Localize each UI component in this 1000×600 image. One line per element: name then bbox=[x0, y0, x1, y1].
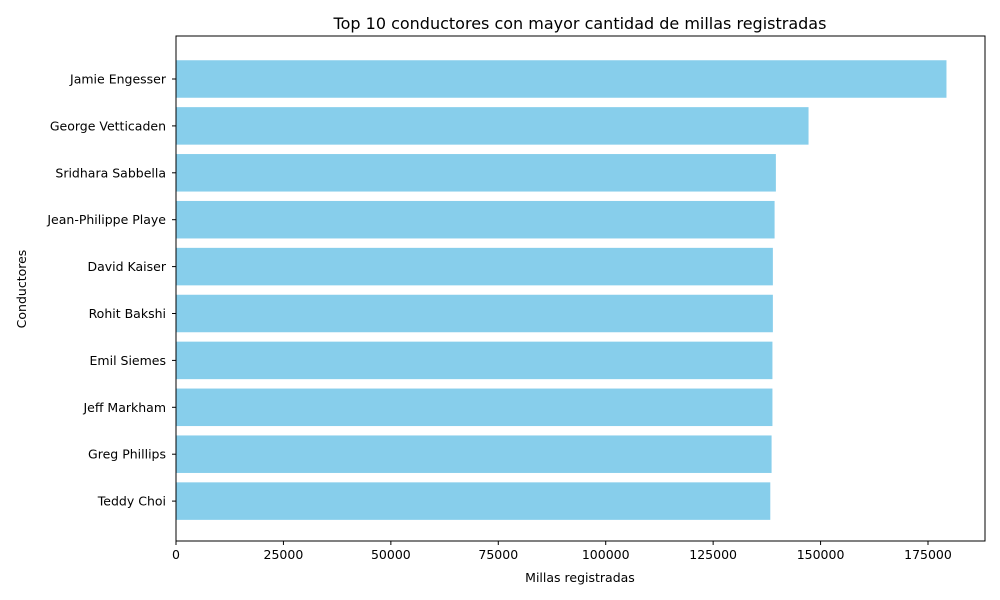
y-tick-label-teddy-choi: Teddy Choi bbox=[97, 494, 166, 509]
y-tick-label-jamie-engesser: Jamie Engesser bbox=[69, 72, 167, 87]
x-tick-label-50000: 50000 bbox=[371, 547, 411, 562]
bar-emil-siemes bbox=[176, 341, 773, 380]
y-tick-label-greg-phillips: Greg Phillips bbox=[88, 447, 166, 462]
plot-area-frame bbox=[175, 35, 986, 542]
y-tick-label-jeff-markham: Jeff Markham bbox=[82, 400, 166, 415]
bar-david-kaiser bbox=[176, 247, 773, 286]
y-tick-label-rohit-bakshi: Rohit Bakshi bbox=[89, 306, 166, 321]
y-tick-label-david-kaiser: David Kaiser bbox=[87, 259, 166, 274]
bar-jeff-markham bbox=[176, 388, 773, 427]
x-axis-label: Millas registradas bbox=[525, 570, 635, 585]
x-tick-label-25000: 25000 bbox=[264, 547, 304, 562]
bar-rohit-bakshi bbox=[176, 294, 773, 333]
y-axis-label: Conductores bbox=[14, 250, 29, 329]
y-tick-label-george-vetticaden: George Vetticaden bbox=[50, 118, 166, 133]
y-ticks-group: Jamie Engesser George Vetticaden Sridhara … bbox=[46, 72, 176, 509]
x-ticks-group: 0 25000 50000 75000 100000 125000 150000 175000 bbox=[172, 541, 952, 562]
bar-george-vetticaden bbox=[176, 107, 809, 145]
chart-title: Top 10 conductores con mayor cantidad de… bbox=[333, 14, 827, 33]
bars-group bbox=[176, 60, 947, 520]
y-tick-label-jean-philippe-playe: Jean-Philippe Playe bbox=[46, 212, 166, 227]
bar-sridhara-sabbella bbox=[176, 154, 776, 192]
x-tick-label-0: 0 bbox=[172, 547, 180, 562]
x-tick-label-150000: 150000 bbox=[797, 547, 845, 562]
y-tick-label-sridhara-sabbella: Sridhara Sabbella bbox=[55, 165, 166, 180]
y-tick-label-emil-siemes: Emil Siemes bbox=[90, 353, 166, 368]
x-tick-label-125000: 125000 bbox=[689, 547, 737, 562]
x-tick-label-75000: 75000 bbox=[478, 547, 518, 562]
x-tick-label-100000: 100000 bbox=[582, 547, 630, 562]
bar-teddy-choi bbox=[176, 482, 771, 520]
bar-jamie-engesser bbox=[176, 60, 947, 98]
bar-jean-philippe-playe bbox=[176, 200, 775, 239]
bar-greg-phillips bbox=[176, 435, 772, 473]
x-tick-label-175000: 175000 bbox=[904, 547, 952, 562]
